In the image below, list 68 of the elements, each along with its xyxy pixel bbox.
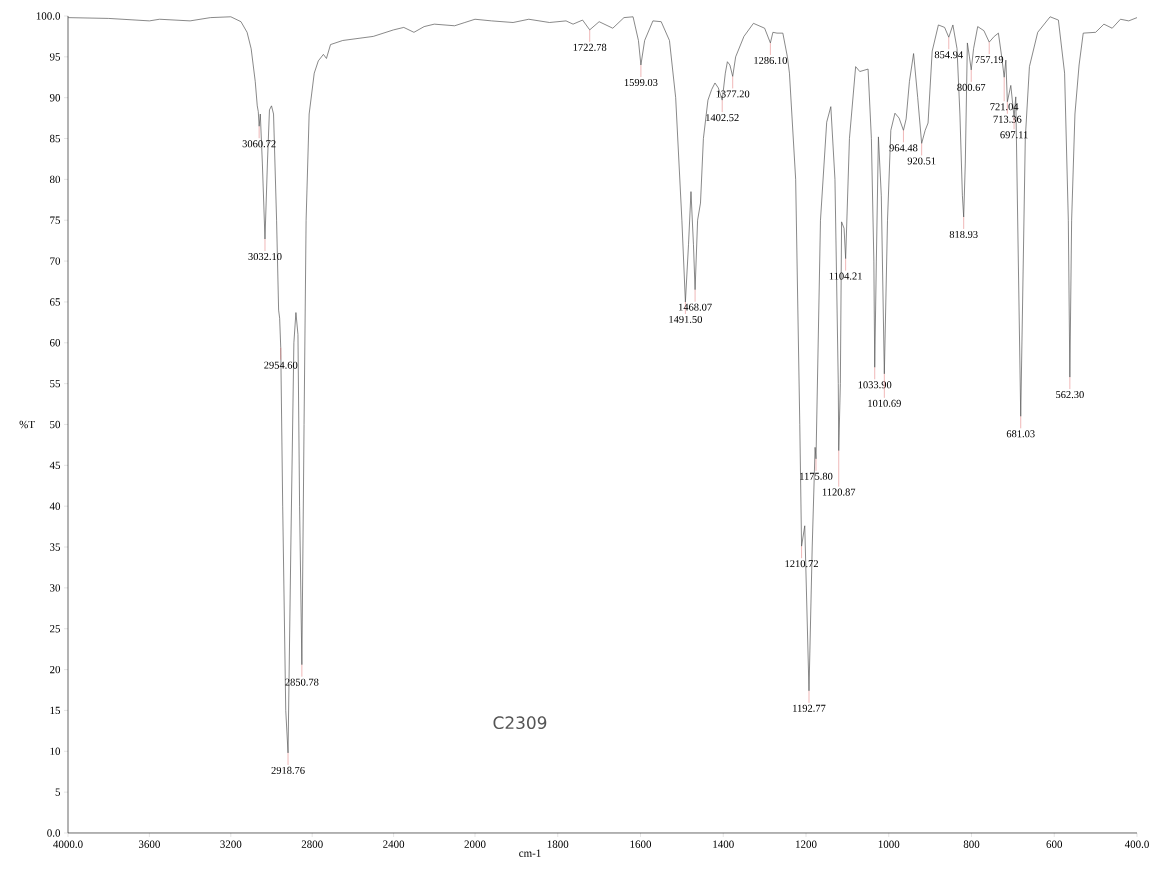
y-tick-label: 0.0 [47,829,61,837]
annotation: 1468.07 [679,303,712,311]
annotation: 713.36 [993,115,1022,123]
annotation: 1377.20 [716,90,750,98]
annotation: 1120.87 [822,488,856,496]
y-tick-label: 45 [49,461,61,469]
y-tick-label: 20 [50,665,61,674]
annotation: 2918.76 [271,766,305,774]
x-tick-label: 3200 [220,840,242,848]
x-tick-label: 2000 [464,840,486,848]
y-tick-label: 55 [50,379,61,388]
annotation: 3032.10 [248,252,282,261]
annotation: 562.30 [1056,391,1084,399]
annotation: 964.48 [889,144,918,152]
x-tick-label: 600 [1046,840,1063,848]
x-tick-label: 400.0 [1124,840,1149,848]
annotation: 1210.72 [785,560,818,568]
y-tick-label: 65 [49,298,61,306]
annotation: 3060.72 [242,140,276,148]
annotation: 920.51 [907,157,936,165]
annotation: 1010.69 [868,399,901,407]
annotation: 1286.10 [754,56,787,64]
y-tick-label: 95 [49,53,61,61]
annotation: 1192.77 [793,704,826,712]
x-tick-label: 4000.0 [53,840,83,848]
x-tick-label: 1800 [547,840,569,848]
y-tick-label: 70 [50,257,61,265]
x-tick-label: 1000 [878,840,900,848]
y-tick-label: 100.0 [36,12,61,20]
annotation: 1722.78 [573,43,607,51]
x-tick-label: 1600 [630,840,652,848]
y-tick-label: 35 [50,543,61,551]
annotation: 1599.03 [624,78,658,87]
y-tick-label: 30 [50,584,61,592]
x-tick-label: 800 [963,840,980,848]
x-tick-label: 3600 [138,840,160,848]
x-axis-title: cm-1 [519,849,541,857]
annotation: 1175.80 [800,472,833,480]
y-tick-label: 40 [49,502,61,510]
annotation: C2309 [493,716,547,730]
annotation: 681.03 [1006,430,1035,438]
annotation: 1491.50 [669,315,702,323]
y-tick-label: 15 [50,706,61,715]
y-tick-label: 60 [49,339,61,347]
annotation: 854.94 [934,51,963,59]
x-tick-label: 1200 [796,840,817,848]
y-tick-label: 5 [55,788,61,796]
annotation: 721.04 [990,103,1019,111]
annotation: 818.93 [949,230,978,239]
y-axis-title: %T [19,420,35,429]
y-tick-label: 25 [50,625,61,633]
annotation: 2850.78 [285,678,319,686]
y-tick-label: 10 [50,747,61,755]
annotation: 1104.21 [829,272,862,280]
y-tick-label: 90 [49,93,61,102]
y-tick-label: 75 [50,216,61,224]
y-tick-label: 50 [50,420,61,429]
annotation: 2954.60 [264,361,298,369]
annotation: 800.67 [957,83,986,91]
annotation: 697.11 [1000,131,1028,139]
y-tick-label: 80 [49,175,61,184]
x-tick-label: 2400 [383,840,405,848]
y-tick-label: 85 [49,134,61,143]
x-tick-label: 1400 [713,840,734,848]
annotation: 1033.90 [858,381,892,389]
annotation: 1402.52 [706,114,739,122]
x-tick-label: 2800 [301,840,323,848]
annotation: 757.19 [975,56,1004,64]
